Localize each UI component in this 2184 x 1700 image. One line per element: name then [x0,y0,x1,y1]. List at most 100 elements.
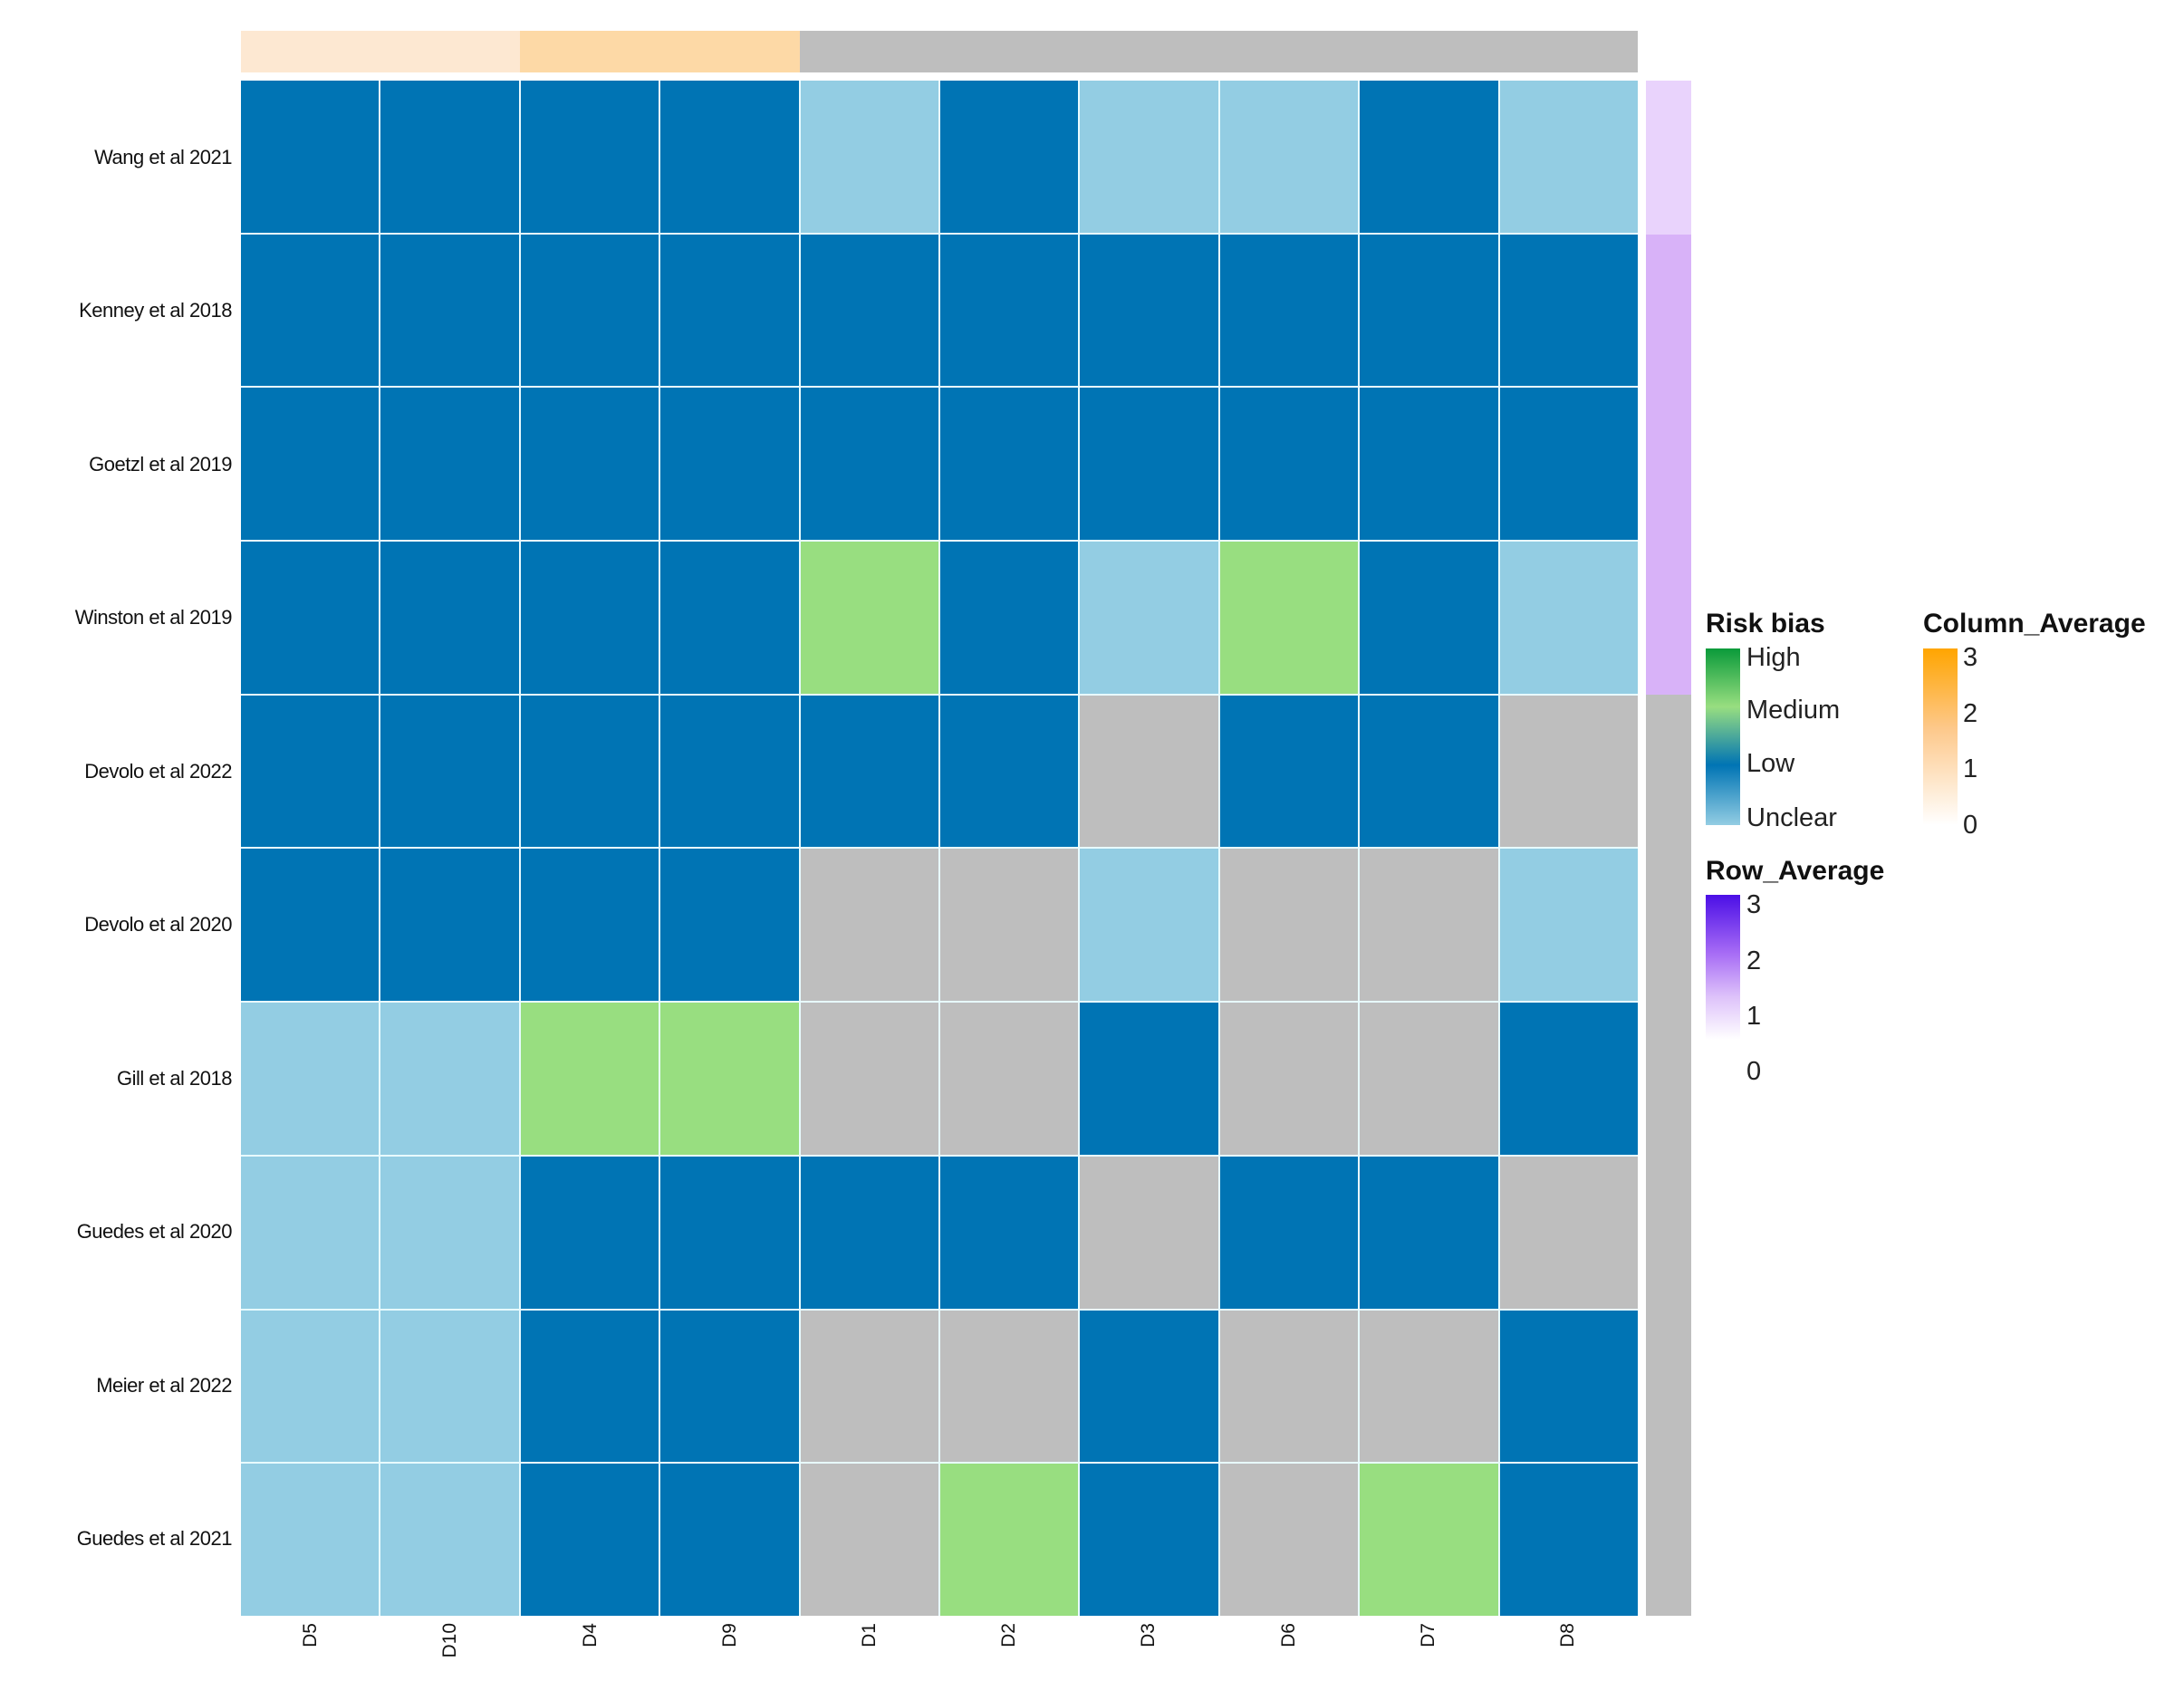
row-average-tick: 3 [1746,890,1762,919]
heatmap-cell [241,388,380,541]
heatmap-cell [939,849,1079,1002]
row-annotation-cell [1646,848,1691,1002]
heatmap-cell [241,1003,380,1155]
row-label: Gill et al 2018 [116,1066,233,1090]
row-annotation-cell [1646,1155,1691,1309]
heatmap-cell [660,849,799,1002]
row-annotation-cell [1646,1462,1691,1616]
column-label: D9 [718,1623,740,1647]
heatmap-cell [1219,1003,1359,1155]
column-average-tick: 0 [1963,811,1978,840]
column-label: D8 [1556,1623,1578,1647]
heatmap-cell [1360,81,1498,233]
row-label: Devolo et al 2020 [84,913,232,936]
heatmap-cell [1499,1003,1638,1155]
column-average-annotation-bar [241,31,1639,72]
row-annotation-cell [1646,695,1691,849]
heatmap-cell [1499,1464,1638,1616]
heatmap-cell [241,849,380,1002]
heatmap-cell [800,1003,938,1155]
row-average-legend-title: Row_Average [1706,856,1885,886]
heatmap-cell [800,1156,938,1309]
heatmap-cell [1360,234,1498,387]
heatmap-cell [1080,1003,1218,1155]
heatmap-cell [1080,81,1218,233]
heatmap-cell [939,542,1079,694]
heatmap-cell [1080,542,1218,694]
heatmap-cell [660,234,799,387]
heatmap-cell [520,695,659,848]
heatmap-cell [241,1464,380,1616]
heatmap-cell [380,849,519,1002]
risk-bias-legend-title: Risk bias [1706,609,1825,639]
heatmap-cell [1080,234,1218,387]
heatmap-cell [1219,81,1359,233]
heatmap-cell [241,81,380,233]
row-label: Wang et al 2021 [94,145,232,168]
heatmap-cell [380,388,519,541]
row-annotation-cell [1646,1309,1691,1463]
column-annotation-cell [799,31,940,72]
row-label: Devolo et al 2022 [84,759,232,783]
heatmap-cell [800,695,938,848]
heatmap-cell [1080,1310,1218,1463]
column-label: D5 [300,1623,322,1647]
column-annotation-cell [380,31,521,72]
heatmap-cell [660,388,799,541]
column-average-tick: 1 [1963,754,1978,783]
heatmap-cell [660,81,799,233]
column-labels: D5 D10 D4 D9 D1 D2 D3 D6 D7 D8 [241,1623,1638,1686]
column-annotation-cell [1497,31,1639,72]
row-annotation-cell [1646,541,1691,695]
heatmap-cell [1219,849,1359,1002]
heatmap-cell [1360,695,1498,848]
column-annotation-cell [659,31,800,72]
heatmap-cell [380,1464,519,1616]
heatmap-cell [1080,1464,1218,1616]
heatmap-cell [1499,542,1638,694]
heatmap-cell [1219,695,1359,848]
heatmap-cell [520,849,659,1002]
heatmap-cell [1219,388,1359,541]
heatmap-cell [380,542,519,694]
row-average-tick: 1 [1746,1002,1762,1031]
heatmap-cell [1499,1310,1638,1463]
column-annotation-cell [1358,31,1498,72]
heatmap-cell [800,1464,938,1616]
heatmap-cell [380,234,519,387]
risk-bias-color-ramp [1706,648,1740,825]
heatmap-cell [939,1156,1079,1309]
heatmap-cell [1499,81,1638,233]
heatmap-cell [660,1156,799,1309]
heatmap-cell [800,849,938,1002]
legend-label-unclear: Unclear [1746,803,1837,832]
column-annotation-cell [939,31,1080,72]
column-annotation-cell [1079,31,1219,72]
column-average-color-ramp [1923,648,1958,825]
row-average-tick: 0 [1746,1057,1762,1086]
heatmap-cell [1360,1156,1498,1309]
column-label: D7 [1417,1623,1438,1647]
heatmap-cell [241,542,380,694]
heatmap-cell [1080,1156,1218,1309]
heatmap-cell [939,388,1079,541]
heatmap-cell [1499,695,1638,848]
heatmap-cell [241,1156,380,1309]
heatmap-cell [520,1464,659,1616]
heatmap-cell [939,695,1079,848]
heatmap-cell [1080,849,1218,1002]
heatmap-cell [800,81,938,233]
row-label: Guedes et al 2020 [76,1220,233,1244]
column-average-tick: 3 [1963,643,1978,672]
heatmap-cell [939,234,1079,387]
heatmap-cell [520,1310,659,1463]
legend-label-high: High [1746,643,1801,672]
row-labels: Wang et al 2021 Kenney et al 2018 Goetzl e… [0,81,233,1616]
row-annotation-cell [1646,234,1691,388]
heatmap-cell [939,1003,1079,1155]
column-label: D3 [1138,1623,1159,1647]
heatmap-cell [660,1003,799,1155]
column-label: D2 [998,1623,1020,1647]
heatmap-cell [520,81,659,233]
heatmap-cell [1360,1003,1498,1155]
